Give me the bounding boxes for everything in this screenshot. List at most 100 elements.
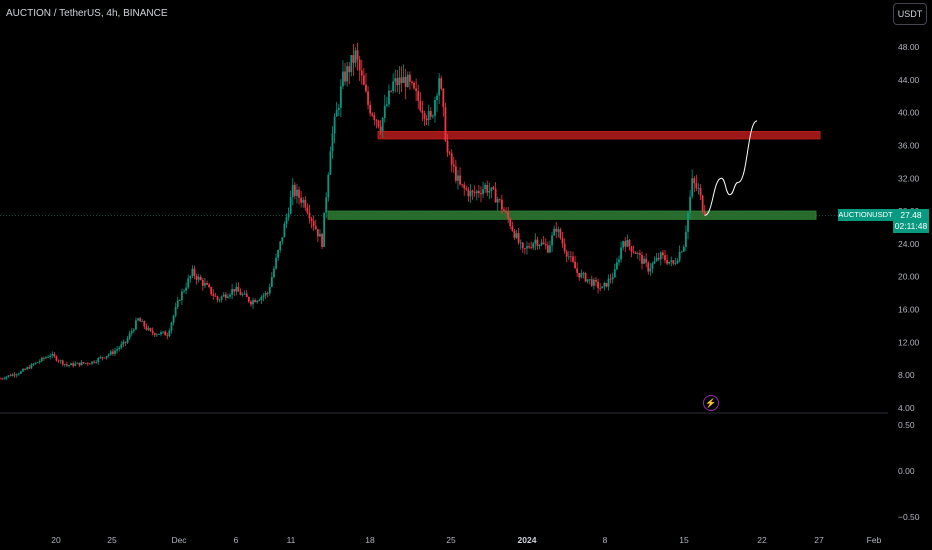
candle [298, 186, 300, 205]
candle [645, 253, 648, 268]
candle [473, 185, 476, 197]
candle [76, 362, 79, 364]
candle [492, 185, 495, 191]
candle [685, 225, 687, 251]
candle [66, 361, 68, 368]
candle [199, 274, 202, 281]
candle [30, 363, 33, 370]
candle [72, 361, 75, 368]
candle [695, 174, 698, 192]
candle [687, 211, 689, 240]
resistance-zone[interactable] [377, 131, 821, 140]
candle [459, 167, 461, 186]
candle [647, 261, 650, 275]
candle [9, 373, 12, 377]
candle [396, 69, 399, 93]
candle [122, 339, 125, 348]
time-tick-label: 25 [107, 535, 117, 545]
candle [172, 314, 175, 326]
candle [352, 44, 355, 76]
candle [270, 272, 273, 288]
candle [559, 227, 562, 240]
candle [618, 255, 620, 266]
time-tick-label: Dec [171, 535, 187, 545]
candle [212, 289, 215, 301]
candle [82, 362, 85, 364]
candle [337, 103, 340, 116]
candle [40, 356, 43, 363]
oscillator-axis: 0.50 0.00 −0.50 [898, 420, 920, 522]
candle [689, 190, 691, 219]
currency-button[interactable]: USDT [893, 3, 927, 25]
candle [158, 334, 160, 336]
candle [701, 194, 704, 214]
candle [534, 233, 537, 251]
candle [651, 261, 654, 274]
support-zone[interactable] [327, 210, 817, 220]
candle [356, 42, 359, 71]
candle [446, 134, 449, 157]
candle [624, 237, 627, 253]
candle [170, 321, 173, 334]
candle [486, 180, 489, 197]
candle [220, 295, 223, 303]
candle [312, 215, 315, 231]
candle [86, 362, 89, 366]
candle [628, 238, 631, 251]
candle [197, 273, 200, 283]
candle [444, 102, 447, 142]
candle [153, 332, 156, 337]
candle [693, 176, 696, 193]
candle [277, 249, 280, 261]
candle [697, 183, 700, 195]
candle [703, 205, 706, 217]
time-tick-label: 18 [365, 535, 375, 545]
candle [97, 357, 100, 365]
candle [434, 96, 436, 123]
candle [116, 346, 119, 354]
price-tick-label: 4.00 [898, 403, 915, 413]
candle [210, 286, 213, 297]
candle [45, 356, 47, 360]
candle [237, 282, 240, 292]
candle [107, 353, 110, 358]
candle [452, 156, 455, 174]
candle [105, 355, 108, 360]
candle [358, 55, 361, 81]
time-tick-label: 22 [757, 535, 767, 545]
time-tick-label: 27 [814, 535, 824, 545]
candle [195, 273, 198, 285]
candle [500, 194, 503, 214]
candle [404, 68, 407, 100]
candle [5, 376, 8, 381]
projection-path[interactable] [704, 120, 758, 216]
candle [454, 159, 457, 184]
candle [333, 113, 336, 144]
candle [377, 119, 380, 129]
time-tick-label: 11 [287, 535, 296, 545]
candle [691, 169, 694, 199]
candle [511, 221, 514, 232]
candle [408, 71, 411, 90]
candle [120, 341, 123, 350]
candle [308, 204, 311, 224]
candle [137, 317, 139, 322]
candle [615, 257, 618, 271]
candle [160, 330, 162, 337]
candle [49, 353, 52, 360]
price-pane [0, 215, 888, 414]
lightning-icon[interactable]: ⚡ [703, 395, 719, 411]
candle [471, 189, 474, 200]
candle [509, 216, 512, 230]
candle [549, 240, 551, 254]
candle [296, 183, 298, 204]
candle [189, 275, 192, 283]
candle [38, 359, 41, 365]
candle [574, 255, 576, 269]
candle [233, 289, 236, 296]
candle [563, 238, 566, 254]
candle [373, 112, 376, 126]
candle [369, 100, 372, 117]
candle [375, 118, 378, 129]
